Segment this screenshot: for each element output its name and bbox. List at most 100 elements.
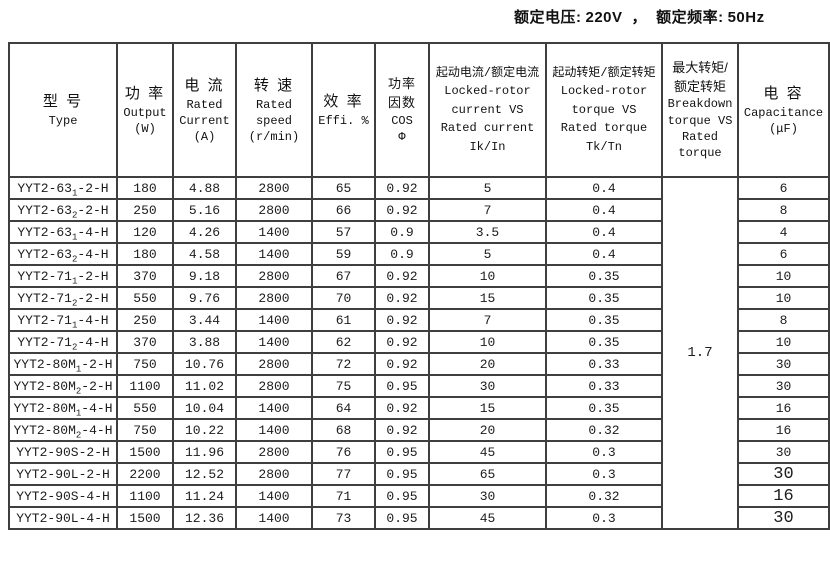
cell-speed: 2800 [235,374,313,398]
cell-speed: 1400 [235,242,313,266]
cell-cos: 0.95 [374,440,430,464]
cell-efficiency: 61 [311,308,376,332]
header-line: 额定转矩 [673,78,726,94]
cell-cos: 0.92 [374,176,430,200]
header-line: 起动电流/额定电流 Locked-rotor current VS Rated … [435,65,540,154]
header-line: Effi. % [318,113,369,128]
cell-locked-rotor-current: 30 [428,374,547,398]
rated-voltage-label: 额定电压: [514,9,582,26]
cell-speed: 2800 [235,440,313,464]
header-line: 型 号 [42,93,84,111]
cell-capacitance: 16 [737,484,830,508]
cell-capacitance: 10 [737,330,830,354]
cell-current: 3.44 [172,308,237,332]
header-line: 功率 [387,75,416,91]
header-line: (W) [134,121,156,136]
cell-efficiency: 75 [311,374,376,398]
cell-efficiency: 70 [311,286,376,310]
cell-locked-rotor-current: 30 [428,484,547,508]
table-row: YYT2-711-4-H 250 3.44 1400 61 0.92 7 0.35 8 [8,308,830,332]
cell-capacitance: 16 [737,418,830,442]
cell-locked-rotor-torque: 0.3 [545,462,663,486]
cell-speed: 1400 [235,418,313,442]
cell-current: 5.16 [172,198,237,222]
header-line: COS [391,113,413,128]
header-line: Rated [186,97,223,112]
header-line: 起动转矩/额定转矩 Locked-rotor torque VS Rated t… [552,65,656,154]
cell-output: 750 [116,418,174,442]
col-header-current: 电 流 Rated Current (A) [172,42,237,178]
cell-efficiency: 76 [311,440,376,464]
cell-locked-rotor-current: 45 [428,506,547,530]
cell-speed: 1400 [235,484,313,508]
cell-output: 250 [116,198,174,222]
cell-locked-rotor-torque: 0.33 [545,374,663,398]
cell-capacitance: 10 [737,286,830,310]
spec-table: 型 号 Type 功 率 Output (W) 电 流 Rated Current (A) 转 速… [8,42,830,530]
model-subscript: 1 [71,320,78,331]
cell-capacitance: 30 [737,462,830,486]
cell-model: YYT2-711-4-H [8,308,118,332]
cell-capacitance: 16 [737,396,830,420]
table-row: YYT2-80M2-4-H 750 10.22 1400 68 0.92 20 0.32 16 [8,418,830,442]
rated-voltage-value: 220V [585,9,623,26]
cell-current: 9.76 [172,286,237,310]
col-header-capacitance: 电 容 Capacitance (μF) [737,42,830,178]
header-line: 功 率 [124,84,166,102]
cell-locked-rotor-current: 20 [428,352,547,376]
cell-cos: 0.9 [374,220,430,244]
header-row: 型 号 Type 功 率 Output (W) 电 流 Rated Current (A) 转 速… [8,42,830,178]
cell-locked-rotor-current: 15 [428,396,547,420]
header-line: Capacitance [743,105,824,120]
table-row: YYT2-90L-2-H 2200 12.52 2800 77 0.95 65 0.3 30 [8,462,830,486]
cell-capacitance: 6 [737,176,830,200]
cell-speed: 2800 [235,264,313,288]
cell-current: 10.76 [172,352,237,376]
cell-speed: 1400 [235,220,313,244]
cell-locked-rotor-torque: 0.32 [545,418,663,442]
table-row: YYT2-712-4-H 370 3.88 1400 62 0.92 10 0.35 10 [8,330,830,354]
col-header-efficiency: 效 率 Effi. % [311,42,376,178]
cell-locked-rotor-torque: 0.4 [545,176,663,200]
cell-current: 10.22 [172,418,237,442]
col-header-model: 型 号 Type [8,42,118,178]
cell-output: 1500 [116,506,174,530]
header-line: speed [255,113,292,128]
table-row: YYT2-631-2-H 180 4.88 2800 65 0.92 5 0.4 1.7 6 [8,176,830,530]
header-line: Type [48,113,78,128]
model-subscript: 1 [71,188,78,199]
cell-locked-rotor-current: 10 [428,264,547,288]
table-body: YYT2-631-2-H 180 4.88 2800 65 0.92 5 0.4 1.7 6 YYT… [8,176,830,530]
model-subscript: 2 [75,430,82,441]
col-header-power_factor: 功率 因数 COS Φ [374,42,430,178]
cell-locked-rotor-current: 5 [428,242,547,266]
header-line: Current [179,113,230,128]
cell-output: 370 [116,330,174,354]
cell-breakdown-torque: 1.7 [661,176,739,530]
header-line: 因数 [387,94,416,110]
header-line: Rated [681,129,718,144]
cell-capacitance: 30 [737,440,830,464]
cell-output: 750 [116,352,174,376]
cell-locked-rotor-torque: 0.4 [545,242,663,266]
cell-model: YYT2-631-4-H [8,220,118,244]
cell-model: YYT2-80M2-2-H [8,374,118,398]
table-row: YYT2-80M2-2-H 1100 11.02 2800 75 0.95 30 0.33 30 [8,374,830,398]
cell-locked-rotor-torque: 0.35 [545,286,663,310]
cell-output: 120 [116,220,174,244]
cell-model: YYT2-712-2-H [8,286,118,310]
table-row: YYT2-712-2-H 550 9.76 2800 70 0.92 15 0.35 10 [8,286,830,310]
cell-cos: 0.92 [374,330,430,354]
cell-speed: 1400 [235,308,313,332]
cell-locked-rotor-torque: 0.33 [545,352,663,376]
cell-model: YYT2-712-4-H [8,330,118,354]
cell-cos: 0.9 [374,242,430,266]
cell-locked-rotor-torque: 0.4 [545,220,663,244]
table-row: YYT2-632-2-H 250 5.16 2800 66 0.92 7 0.4 8 [8,198,830,222]
cell-cos: 0.92 [374,308,430,332]
cell-locked-rotor-torque: 0.3 [545,506,663,530]
cell-capacitance: 8 [737,308,830,332]
cell-model: YYT2-632-4-H [8,242,118,266]
cell-output: 1100 [116,374,174,398]
